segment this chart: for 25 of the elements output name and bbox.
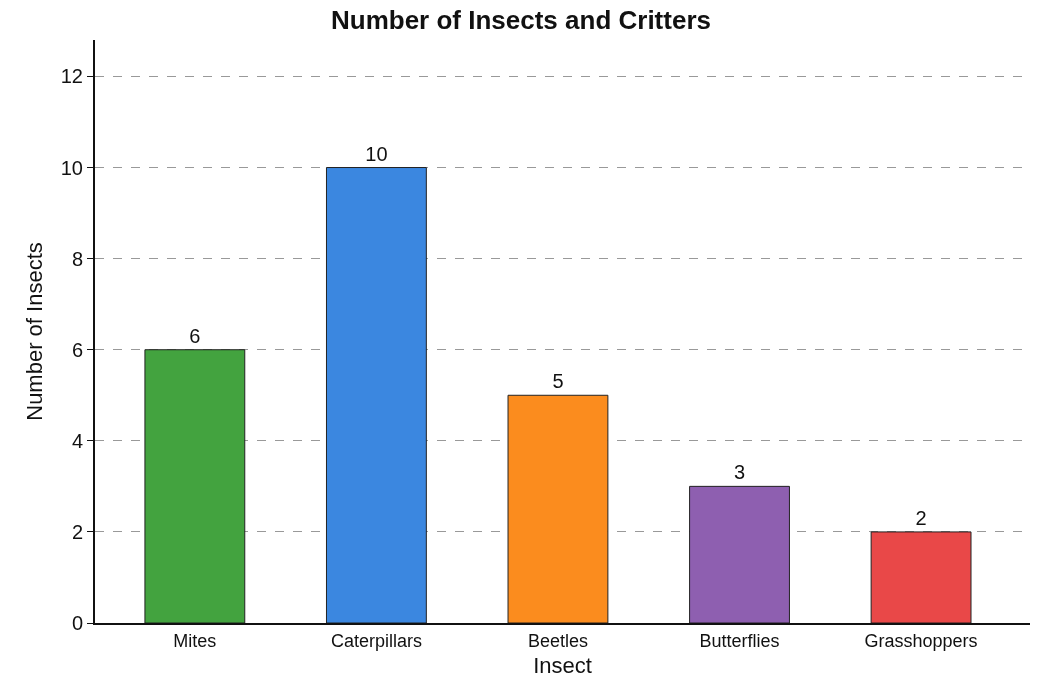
y-tick-label: 6 (71, 338, 83, 361)
x-tick-label: Mites (173, 630, 217, 651)
data-label: 2 (915, 506, 927, 529)
x-axis-title: Insect (533, 653, 592, 678)
data-label: 6 (189, 324, 201, 347)
y-tick-label: 12 (60, 65, 83, 88)
y-tick-label: 0 (71, 612, 83, 634)
y-tick-label: 8 (71, 247, 83, 270)
y-tick-label: 10 (60, 156, 83, 179)
x-tick-label: Grasshoppers (864, 630, 978, 651)
y-axis-title: Number of Insects (22, 242, 48, 421)
x-tick-label: Butterflies (699, 630, 780, 651)
x-tick-label: Beetles (527, 630, 588, 651)
data-label: 10 (365, 142, 388, 165)
bar (144, 349, 246, 623)
bar (507, 394, 609, 623)
bar (870, 531, 972, 623)
data-label: 5 (552, 370, 564, 393)
data-label: 3 (733, 461, 746, 484)
y-tick-label: 4 (71, 429, 83, 452)
x-tick-label: Caterpillars (330, 630, 422, 651)
bar (325, 167, 427, 623)
chart-title: Number of Insects and Critters (331, 4, 711, 35)
bar (689, 485, 790, 623)
y-tick-label: 2 (71, 520, 83, 543)
